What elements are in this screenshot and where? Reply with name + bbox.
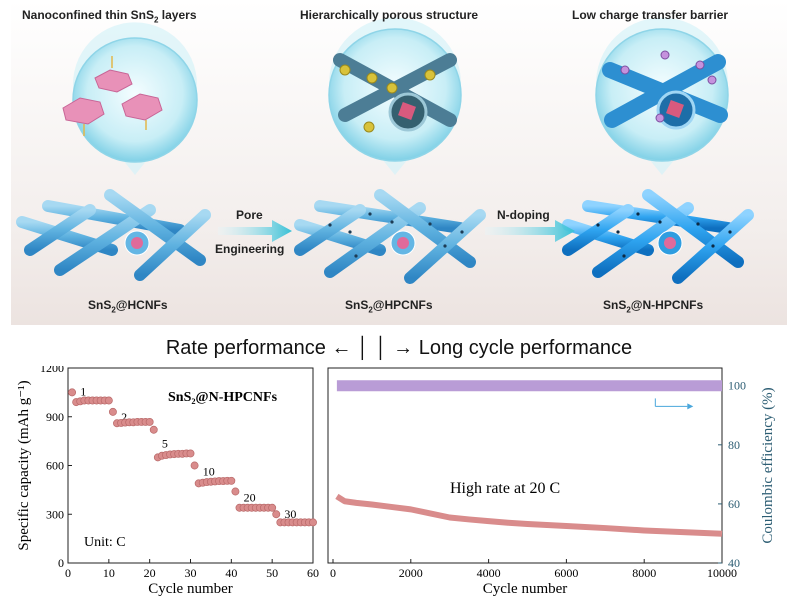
x-axis-label: Cycle number bbox=[483, 581, 568, 597]
data-point bbox=[104, 396, 113, 405]
panel-1-graphic bbox=[16, 22, 211, 281]
panel-3-graphic bbox=[562, 17, 754, 284]
x-tick-label: 0 bbox=[65, 566, 71, 580]
rate-label: 10 bbox=[203, 464, 215, 478]
y2-tick-label: 80 bbox=[728, 438, 740, 452]
axis-pointer-arrowhead bbox=[687, 403, 694, 410]
material-label-3: SnS2@N-HPCNFs bbox=[603, 298, 704, 315]
data-point bbox=[231, 487, 240, 496]
banner-text: Rate performance ← │ │ → Long cycle perf… bbox=[165, 337, 633, 359]
y-tick-label: 300 bbox=[46, 507, 64, 521]
sns2-layer-icon bbox=[121, 93, 163, 121]
x-tick-label: 10000 bbox=[707, 566, 737, 580]
step-label-n-doping: N-doping bbox=[497, 208, 550, 222]
x-axis-label: Cycle number bbox=[148, 581, 233, 597]
material-label-1: SnS2@HCNFs bbox=[88, 298, 168, 315]
panel-2-graphic bbox=[294, 17, 486, 284]
step-label-engineering: Engineering bbox=[215, 242, 285, 256]
rate-label: 30 bbox=[284, 507, 296, 521]
data-point bbox=[108, 407, 117, 416]
y2-tick-label: 40 bbox=[728, 556, 740, 570]
rate-label: 5 bbox=[162, 437, 168, 451]
x-tick-label: 0 bbox=[330, 566, 336, 580]
x-tick-label: 60 bbox=[307, 566, 319, 580]
rate-label: 2 bbox=[121, 410, 127, 424]
arrow-pore-engineering bbox=[218, 220, 292, 242]
x-tick-label: 40 bbox=[225, 566, 237, 580]
data-point bbox=[186, 449, 195, 458]
y-tick-label: 0 bbox=[58, 556, 64, 570]
data-point bbox=[227, 476, 236, 485]
step-label-pore: Pore bbox=[236, 208, 263, 222]
data-point bbox=[190, 461, 199, 470]
unit-annotation: Unit: C bbox=[84, 535, 126, 550]
rate-annotation: High rate at 20 C bbox=[450, 480, 560, 497]
y2-tick-label: 100 bbox=[728, 379, 746, 393]
x-tick-label: 6000 bbox=[554, 566, 578, 580]
sns2-layer-icon bbox=[62, 97, 105, 125]
panel-3-title: Low charge transfer barrier bbox=[572, 8, 729, 22]
y-axis-label: Specific capacity (mAh g⁻¹) bbox=[16, 380, 32, 550]
x-tick-label: 8000 bbox=[632, 566, 656, 580]
y-tick-label: 1200 bbox=[40, 366, 64, 375]
arrow-n-doping bbox=[485, 220, 575, 242]
material-label-2: SnS2@HPCNFs bbox=[345, 298, 433, 315]
y2-axis-label: Coulombic efficiency (%) bbox=[760, 387, 776, 543]
y-tick-label: 900 bbox=[46, 410, 64, 424]
x-tick-label: 10 bbox=[103, 566, 115, 580]
x-tick-label: 4000 bbox=[477, 566, 501, 580]
y-tick-label: 600 bbox=[46, 459, 64, 473]
data-point bbox=[272, 510, 281, 519]
panel-2-title: Hierarchically porous structure bbox=[300, 8, 479, 22]
data-point bbox=[149, 425, 158, 434]
data-point bbox=[68, 388, 77, 397]
data-point bbox=[309, 518, 317, 527]
plot-frame bbox=[327, 367, 723, 564]
rate-label: 1 bbox=[80, 385, 86, 399]
data-point bbox=[145, 418, 154, 426]
x-tick-label: 2000 bbox=[399, 566, 423, 580]
x-tick-label: 50 bbox=[266, 566, 278, 580]
panel-1-title: Nanoconfined thin SnS2 layers bbox=[22, 8, 197, 25]
capacity-series bbox=[335, 493, 723, 537]
schematic-drawing bbox=[16, 17, 754, 284]
x-tick-label: 20 bbox=[144, 566, 156, 580]
rate-label: 20 bbox=[244, 491, 256, 505]
sns2-layer-icon bbox=[94, 69, 133, 93]
x-tick-label: 30 bbox=[185, 566, 197, 580]
y2-tick-label: 60 bbox=[728, 497, 740, 511]
chart-title: SnS₂@N-HPCNFs bbox=[168, 390, 278, 405]
data-point bbox=[268, 503, 277, 512]
